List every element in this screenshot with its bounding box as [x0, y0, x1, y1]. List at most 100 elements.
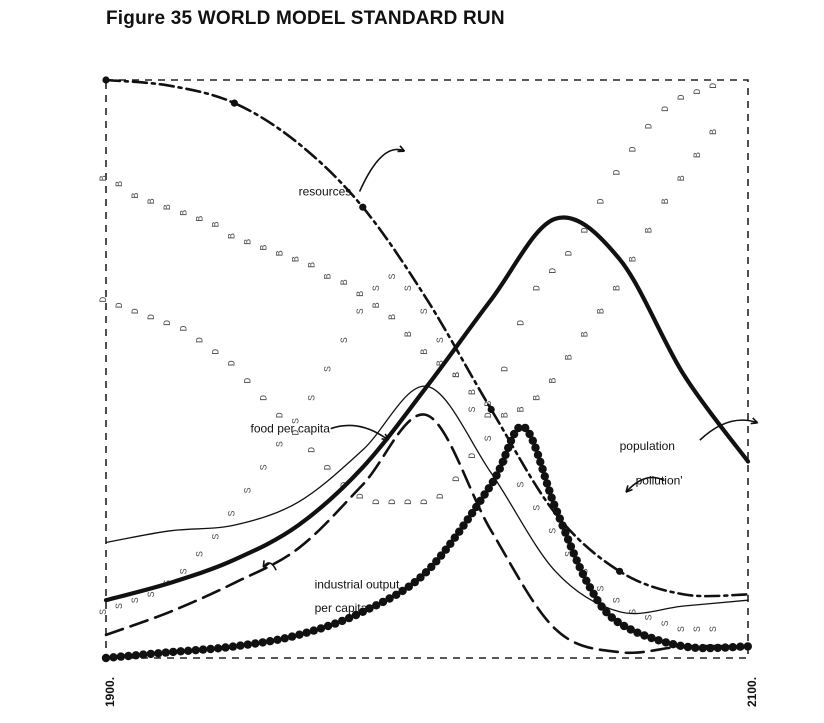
series-pollution-dot-23 [273, 635, 282, 644]
marker-d-12: D [292, 430, 303, 436]
marker-b-11: B [276, 250, 287, 256]
series-pollution-dot-51 [450, 533, 459, 542]
marker-b-38: B [709, 129, 720, 135]
series-pollution-dot-32 [338, 616, 347, 626]
series-pollution-dot-84 [561, 528, 570, 537]
marker-s-13: S [308, 395, 319, 401]
series-pollution-dot-12 [191, 646, 200, 655]
series-pollution-dot-105 [661, 638, 671, 647]
marker-b-37: B [693, 152, 704, 158]
marker-b-9: B [244, 239, 255, 245]
series-pollution-dot-58 [480, 490, 489, 499]
series-pollution-dot-90 [578, 569, 588, 579]
marker-b-30: B [581, 331, 592, 337]
series-pollution-dot-33 [344, 613, 354, 623]
series-pollution-dot-68 [514, 423, 523, 433]
series-pollution-dot-0 [101, 653, 111, 663]
series-pollution-dot-59 [484, 484, 493, 493]
series-pollution-dot-16 [221, 643, 230, 652]
marker-d-32: D [613, 169, 624, 175]
series-pollution-dot-87 [569, 549, 578, 558]
series-pollution-dot-67 [509, 429, 519, 439]
x-tick-label-1: 2100. [745, 677, 759, 707]
series-pollution-dot-101 [633, 628, 642, 637]
series-pollution-dot-64 [501, 450, 510, 460]
marker-b-2: B [131, 193, 142, 199]
marker-b-5: B [179, 210, 190, 216]
marker-d-18: D [388, 499, 399, 505]
marker-b-19: B [404, 331, 415, 337]
marker-d-4: D [163, 320, 174, 326]
series-resources-point-0 [102, 76, 110, 84]
series-pollution-dot-15 [213, 644, 223, 653]
series-pollution-dot-14 [206, 644, 215, 654]
marker-s-24: S [484, 435, 495, 441]
series-pollution-dot-13 [198, 645, 208, 654]
marker-d-10: D [260, 395, 271, 401]
series-pollution-dot-6 [146, 649, 155, 659]
series-pollution-dot-11 [184, 646, 193, 655]
series-pollution-dot-2 [116, 652, 126, 661]
series-pollution-guide [106, 427, 748, 658]
marker-b-25: B [500, 412, 511, 418]
series-pollution-dot-83 [558, 521, 567, 530]
marker-d-14: D [324, 464, 335, 470]
series-pollution-dot-91 [582, 576, 591, 585]
marker-b-12: B [292, 256, 303, 262]
marker-s-0: S [99, 609, 110, 615]
marker-d-23: D [468, 453, 479, 459]
series-pollution-dot-29 [316, 624, 326, 633]
marker-b-29: B [565, 354, 576, 360]
annotation-arrowhead-2 [262, 560, 270, 568]
marker-s-26: S [516, 482, 527, 488]
marker-s-7: S [211, 534, 222, 540]
series-pollution-dot-88 [572, 556, 581, 565]
marker-d-30: D [581, 227, 592, 233]
marker-s-35: S [661, 620, 672, 626]
marker-s-33: S [629, 609, 640, 615]
marker-b-16: B [356, 291, 367, 297]
page-title: Figure 35 WORLD MODEL STANDARD RUN [106, 8, 505, 29]
series-pollution-dot-81 [552, 507, 562, 516]
marker-s-3: S [147, 591, 158, 597]
series-pollution-dot-5 [139, 650, 148, 659]
marker-b-14: B [324, 273, 335, 279]
series-pollution-dot-19 [243, 640, 252, 649]
series-pollution-dot-79 [547, 493, 556, 502]
marker-s-31: S [597, 586, 608, 592]
marker-b-4: B [163, 204, 174, 210]
marker-s-22: S [452, 372, 463, 378]
marker-s-11: S [276, 441, 287, 447]
marker-s-14: S [324, 366, 335, 372]
series-resources-point-6 [487, 405, 495, 414]
marker-b-17: B [372, 302, 383, 308]
annotation-arrowhead-1 [381, 433, 390, 441]
series-pollution-dot-69 [521, 423, 530, 433]
marker-b-3: B [147, 198, 158, 204]
marker-b-6: B [195, 216, 206, 222]
marker-d-16: D [356, 493, 367, 499]
marker-s-15: S [340, 337, 351, 343]
series-pollution-dot-22 [265, 637, 275, 646]
marker-d-26: D [516, 320, 527, 326]
series-pollution-dot-18 [236, 641, 245, 650]
series-pollution-dot-60 [488, 477, 498, 487]
marker-s-17: S [372, 285, 383, 291]
marker-d-7: D [211, 349, 222, 355]
marker-b-23: B [468, 389, 479, 395]
series-pollution-dot-47 [432, 557, 441, 566]
series-pollution-dot-46 [427, 562, 436, 572]
marker-b-26: B [516, 406, 527, 412]
marker-b-31: B [597, 308, 608, 314]
marker-s-12: S [292, 418, 303, 424]
series-pollution-dot-24 [280, 634, 289, 643]
marker-d-37: D [693, 89, 704, 95]
series-pollution-dot-49 [441, 545, 450, 554]
marker-s-23: S [468, 406, 479, 412]
annotation-2: industrial output [315, 578, 400, 592]
marker-d-11: D [276, 412, 287, 418]
plot-frame [105, 79, 749, 659]
series-pollution-dot-40 [392, 590, 401, 599]
series-pollution-dot-106 [668, 640, 678, 649]
series-pollution-dot-44 [416, 573, 425, 582]
